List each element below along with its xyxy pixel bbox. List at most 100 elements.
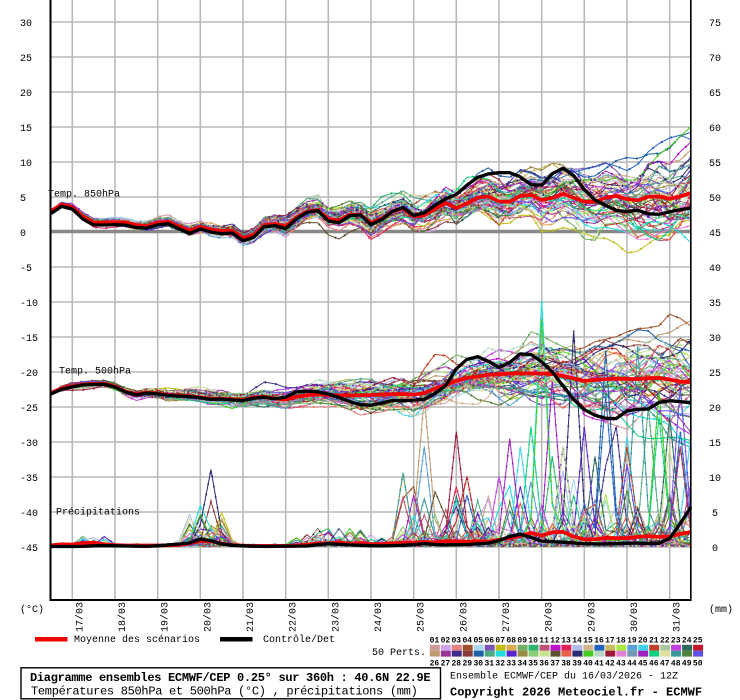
svg-text:23: 23	[671, 636, 681, 645]
svg-text:5: 5	[20, 194, 26, 205]
svg-text:47: 47	[660, 659, 670, 668]
svg-text:20: 20	[709, 404, 721, 415]
svg-text:20: 20	[638, 636, 648, 645]
svg-text:25: 25	[709, 369, 721, 380]
svg-text:60: 60	[709, 124, 721, 135]
svg-text:03: 03	[451, 636, 461, 645]
svg-text:15: 15	[583, 636, 593, 645]
svg-text:11: 11	[539, 636, 549, 645]
svg-text:0: 0	[712, 544, 718, 555]
svg-text:45: 45	[638, 659, 648, 668]
svg-text:42: 42	[605, 659, 615, 668]
svg-text:04: 04	[462, 636, 472, 645]
svg-text:06: 06	[484, 636, 494, 645]
svg-text:40: 40	[709, 264, 721, 275]
svg-text:-35: -35	[20, 474, 38, 485]
svg-text:Temp. 500hPa: Temp. 500hPa	[59, 366, 131, 378]
svg-text:41: 41	[594, 659, 604, 668]
svg-text:27: 27	[441, 659, 451, 668]
svg-text:21: 21	[649, 636, 659, 645]
svg-text:01: 01	[430, 636, 440, 645]
svg-text:05: 05	[473, 636, 483, 645]
svg-text:02: 02	[441, 636, 451, 645]
svg-text:24/03: 24/03	[373, 602, 385, 632]
svg-text:20: 20	[20, 89, 32, 100]
svg-text:50: 50	[709, 194, 721, 205]
svg-text:Précipitations: Précipitations	[56, 507, 140, 519]
svg-text:31/03: 31/03	[672, 602, 684, 632]
svg-text:75: 75	[709, 19, 721, 30]
svg-text:38: 38	[561, 659, 571, 668]
svg-text:Températures 850hPa et 500hPa: Températures 850hPa et 500hPa (°C) , pré…	[31, 685, 417, 699]
svg-text:24: 24	[682, 636, 692, 645]
svg-text:35: 35	[709, 299, 721, 310]
svg-text:48: 48	[671, 659, 681, 668]
svg-text:19: 19	[627, 636, 637, 645]
svg-text:-45: -45	[20, 544, 38, 555]
svg-text:-15: -15	[20, 334, 38, 345]
svg-text:-5: -5	[20, 264, 32, 275]
svg-text:16: 16	[594, 636, 604, 645]
svg-text:(°C): (°C)	[20, 604, 44, 616]
svg-text:Contrôle/Det: Contrôle/Det	[263, 634, 335, 646]
svg-text:30: 30	[709, 334, 721, 345]
svg-text:28/03: 28/03	[544, 602, 556, 632]
svg-text:32: 32	[495, 659, 505, 668]
svg-text:65: 65	[709, 89, 721, 100]
svg-text:-30: -30	[20, 439, 38, 450]
svg-text:25: 25	[20, 54, 32, 65]
svg-text:12: 12	[550, 636, 560, 645]
svg-text:46: 46	[649, 659, 659, 668]
svg-text:10: 10	[709, 474, 721, 485]
svg-text:30: 30	[20, 19, 32, 30]
svg-text:22/03: 22/03	[288, 602, 300, 632]
svg-text:43: 43	[616, 659, 626, 668]
svg-text:Temp. 850hPa: Temp. 850hPa	[48, 189, 120, 201]
svg-text:30: 30	[473, 659, 483, 668]
svg-text:07: 07	[495, 636, 505, 645]
svg-text:45: 45	[709, 229, 721, 240]
svg-text:49: 49	[682, 659, 692, 668]
svg-text:13: 13	[561, 636, 571, 645]
svg-text:15: 15	[20, 124, 32, 135]
svg-text:55: 55	[709, 159, 721, 170]
svg-text:09: 09	[517, 636, 527, 645]
svg-text:39: 39	[572, 659, 582, 668]
svg-text:20/03: 20/03	[202, 602, 214, 632]
svg-text:26: 26	[430, 659, 440, 668]
svg-text:35: 35	[528, 659, 538, 668]
svg-text:-25: -25	[20, 404, 38, 415]
svg-text:15: 15	[709, 439, 721, 450]
svg-text:08: 08	[506, 636, 516, 645]
svg-text:34: 34	[517, 659, 527, 668]
svg-text:(mm): (mm)	[709, 604, 733, 616]
svg-text:25/03: 25/03	[416, 602, 428, 632]
svg-text:10: 10	[20, 159, 32, 170]
svg-text:22: 22	[660, 636, 670, 645]
svg-text:25: 25	[693, 636, 703, 645]
svg-text:17/03: 17/03	[74, 602, 86, 632]
svg-text:Ensemble ECMWF/CEP du 16/03/20: Ensemble ECMWF/CEP du 16/03/2026 - 12Z	[450, 671, 678, 683]
svg-text:27/03: 27/03	[501, 602, 513, 632]
svg-text:23/03: 23/03	[330, 602, 342, 632]
svg-text:Moyenne des scénarios: Moyenne des scénarios	[74, 634, 200, 646]
svg-text:26/03: 26/03	[458, 602, 470, 632]
svg-text:31: 31	[484, 659, 494, 668]
svg-text:29: 29	[462, 659, 472, 668]
svg-text:30/03: 30/03	[629, 602, 641, 632]
svg-text:5: 5	[712, 509, 718, 520]
svg-text:50: 50	[693, 659, 703, 668]
svg-text:36: 36	[539, 659, 549, 668]
svg-text:28: 28	[451, 659, 461, 668]
svg-text:-10: -10	[20, 299, 38, 310]
svg-text:10: 10	[528, 636, 538, 645]
svg-text:70: 70	[709, 54, 721, 65]
svg-text:40: 40	[583, 659, 593, 668]
svg-text:18/03: 18/03	[117, 602, 129, 632]
svg-text:-40: -40	[20, 509, 38, 520]
svg-text:50 Perts.: 50 Perts.	[372, 648, 426, 659]
svg-text:0: 0	[20, 229, 26, 240]
svg-text:33: 33	[506, 659, 516, 668]
svg-text:19/03: 19/03	[160, 602, 172, 632]
svg-text:14: 14	[572, 636, 582, 645]
